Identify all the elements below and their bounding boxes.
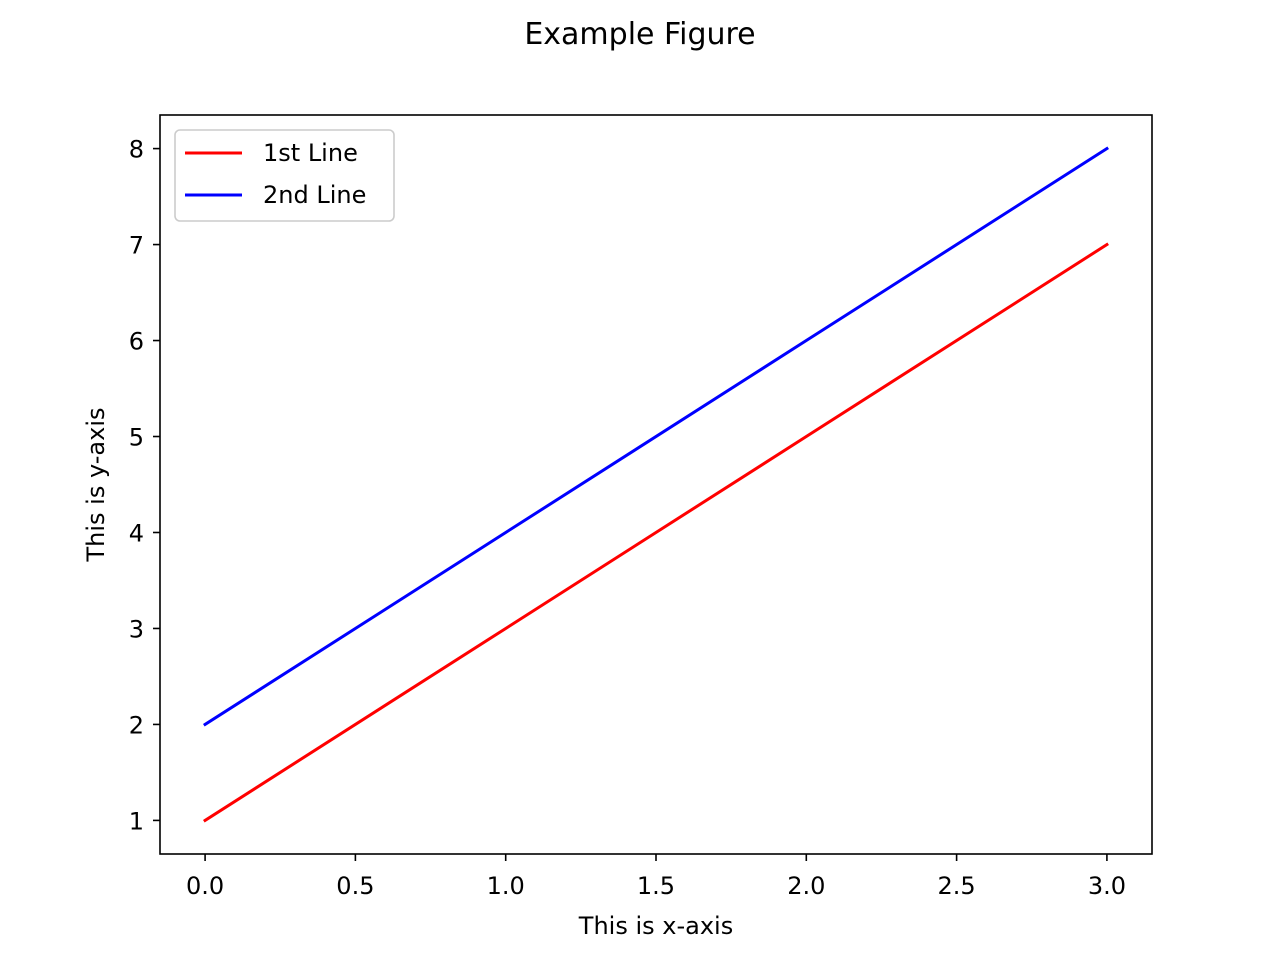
x-axis-ticks: 0.0 0.5 1.0 1.5 2.0 2.5 3.0: [186, 854, 1126, 900]
x-tick-label: 0.0: [186, 872, 224, 900]
x-tick-label: 3.0: [1088, 872, 1126, 900]
series-line-1: [203, 242, 1109, 823]
legend: 1st Line 2nd Line: [174, 129, 395, 222]
y-tick-label: 6: [129, 328, 144, 356]
y-axis-ticks: 1 2 3 4 5 6 7 8: [129, 136, 160, 835]
x-tick-label: 1.0: [487, 872, 525, 900]
legend-label-2: 2nd Line: [263, 181, 366, 209]
series-line-2: [203, 146, 1109, 727]
chart-title: Example Figure: [524, 17, 755, 52]
plot-frame: [159, 114, 1153, 855]
y-tick-label: 1: [129, 807, 144, 835]
series-layer: [203, 146, 1109, 823]
y-tick-label: 5: [129, 424, 144, 452]
x-axis-label: This is x-axis: [578, 912, 733, 940]
x-tick-label: 2.0: [787, 872, 825, 900]
y-tick-label: 4: [129, 519, 144, 547]
y-tick-label: 3: [129, 615, 144, 643]
x-tick-label: 2.5: [938, 872, 976, 900]
y-axis-label: This is y-axis: [82, 408, 110, 563]
x-tick-label: 0.5: [336, 872, 374, 900]
y-tick-label: 2: [129, 711, 144, 739]
y-tick-label: 8: [129, 136, 144, 164]
x-tick-label: 1.5: [637, 872, 675, 900]
legend-label-1: 1st Line: [263, 139, 358, 167]
y-tick-label: 7: [129, 232, 144, 260]
plot-area: [159, 114, 1153, 855]
legend-entries: 1st Line 2nd Line: [185, 139, 366, 209]
